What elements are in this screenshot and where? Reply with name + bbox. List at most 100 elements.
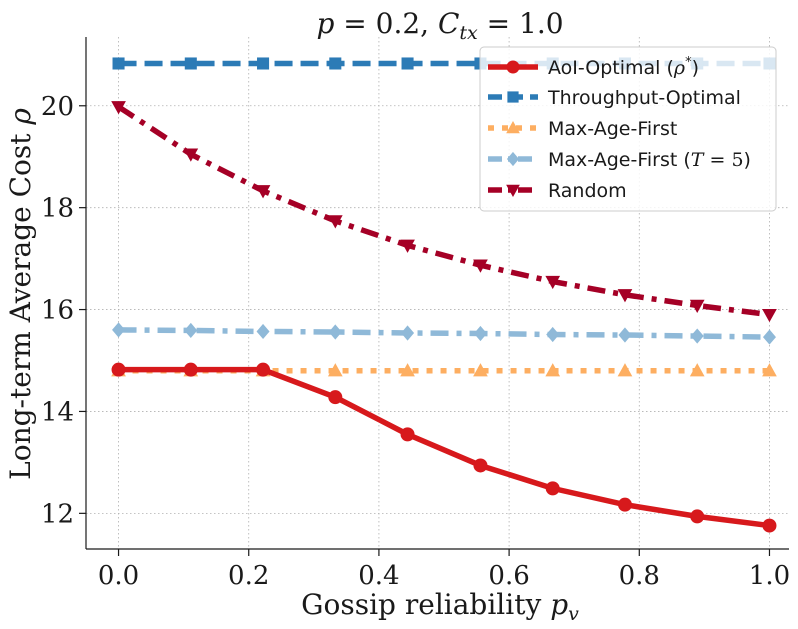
legend-marker <box>506 151 520 167</box>
legend-eq: = 5 <box>703 149 743 171</box>
data-point <box>762 308 777 323</box>
y-tick-label: 18 <box>41 194 74 224</box>
legend-label: Random <box>548 180 627 202</box>
data-point <box>183 362 198 377</box>
x-axis-ticks: 0.0 0.2 0.4 0.6 0.8 1.0 <box>98 549 790 591</box>
x-tick-label: 0.6 <box>488 561 529 591</box>
legend: AoI-Optimal (ρ*) Throughput-Optimal Max-Ag… <box>479 46 777 212</box>
data-point <box>255 185 271 199</box>
legend-item-3: Max-Age-First (T = 5) <box>488 149 751 171</box>
legend-label: Throughput-Optimal <box>547 87 741 109</box>
series-0 <box>111 362 777 533</box>
legend-close: ) <box>692 57 699 79</box>
data-point <box>401 57 414 70</box>
data-point <box>546 326 560 343</box>
x-axis-title: Gossip reliability pv <box>301 588 579 625</box>
data-point <box>184 322 198 339</box>
data-point <box>690 509 705 524</box>
data-point <box>617 289 633 303</box>
data-point <box>473 363 488 377</box>
data-point <box>545 275 561 290</box>
legend-text: Random <box>548 180 627 202</box>
data-point <box>327 363 343 377</box>
data-point <box>183 148 199 162</box>
legend-text: Throughput-Optimal <box>547 87 741 109</box>
y-axis-title-text: Long-term Average Cost <box>4 133 37 480</box>
data-point <box>112 322 126 338</box>
series-line <box>118 327 770 340</box>
data-point <box>618 327 632 343</box>
data-point <box>112 57 125 70</box>
legend-item-1: Throughput-Optimal <box>488 87 741 109</box>
title-eq2: = 1.0 <box>478 7 564 40</box>
x-axis-title-var: p <box>550 588 568 621</box>
x-tick-label: 0.2 <box>228 561 269 591</box>
legend-marker <box>506 60 520 74</box>
x-tick-label: 0.0 <box>98 561 139 591</box>
y-tick-label: 20 <box>41 92 74 122</box>
legend-text: AoI-Optimal ( <box>548 57 674 79</box>
legend-marker <box>507 91 519 103</box>
x-tick-label: 1.0 <box>749 561 790 591</box>
legend-marker <box>506 120 520 134</box>
data-point <box>256 362 271 377</box>
y-axis-title: Long-term Average Cost ρ <box>4 108 37 480</box>
legend-close: ) <box>744 149 751 171</box>
data-point <box>617 363 633 377</box>
data-point <box>257 57 270 70</box>
data-point <box>400 363 415 377</box>
x-tick-label: 0.8 <box>619 561 660 591</box>
series-4 <box>111 101 777 323</box>
legend-sup: * <box>685 55 692 70</box>
data-point <box>256 323 270 340</box>
data-point <box>184 57 197 70</box>
data-point <box>327 215 343 229</box>
legend-var: ρ <box>673 57 686 79</box>
data-point <box>762 518 777 533</box>
title-c-sub: tx <box>459 22 478 44</box>
x-axis-title-sub: v <box>568 603 579 625</box>
legend-var: T <box>691 149 705 171</box>
y-axis-ticks: 12 14 16 18 20 <box>41 92 86 529</box>
data-point <box>400 427 415 442</box>
y-tick-label: 16 <box>41 296 74 326</box>
y-axis-title-var: ρ <box>4 108 37 126</box>
data-point <box>473 325 487 342</box>
title-p: p <box>316 7 334 40</box>
legend-box <box>479 46 777 212</box>
data-point <box>689 299 705 314</box>
series-line <box>117 104 770 318</box>
legend-item-2: Max-Age-First <box>488 118 677 140</box>
legend-marker <box>506 184 520 198</box>
data-point <box>111 101 126 115</box>
x-tick-label: 0.4 <box>358 561 399 591</box>
legend-item-0: AoI-Optimal (ρ*) <box>488 55 699 79</box>
data-point <box>328 324 342 340</box>
legend-label: Max-Age-First <box>548 118 677 140</box>
data-point <box>111 362 126 377</box>
series-line <box>118 366 770 529</box>
data-point <box>401 325 415 341</box>
data-point <box>545 363 561 377</box>
series-3 <box>112 322 776 345</box>
y-tick-label: 12 <box>41 499 74 529</box>
data-point <box>400 239 415 253</box>
data-point <box>473 458 488 473</box>
legend-label: Max-Age-First (T = 5) <box>548 149 751 171</box>
title-eq1: = 0.2, <box>334 7 438 40</box>
series-layer <box>111 57 777 533</box>
legend-label: AoI-Optimal (ρ*) <box>548 55 699 79</box>
data-point <box>328 390 343 405</box>
y-tick-label: 14 <box>41 397 74 427</box>
chart-title: p = 0.2, Ctx = 1.0 <box>316 7 563 44</box>
data-point <box>473 259 488 273</box>
x-axis-title-text: Gossip reliability <box>301 588 541 621</box>
legend-text: Max-Age-First ( <box>548 149 691 171</box>
data-point <box>617 497 632 512</box>
data-point <box>690 328 704 344</box>
title-c: C <box>438 7 459 40</box>
data-point <box>545 481 560 496</box>
legend-text: Max-Age-First <box>548 118 677 140</box>
data-point <box>689 363 705 377</box>
